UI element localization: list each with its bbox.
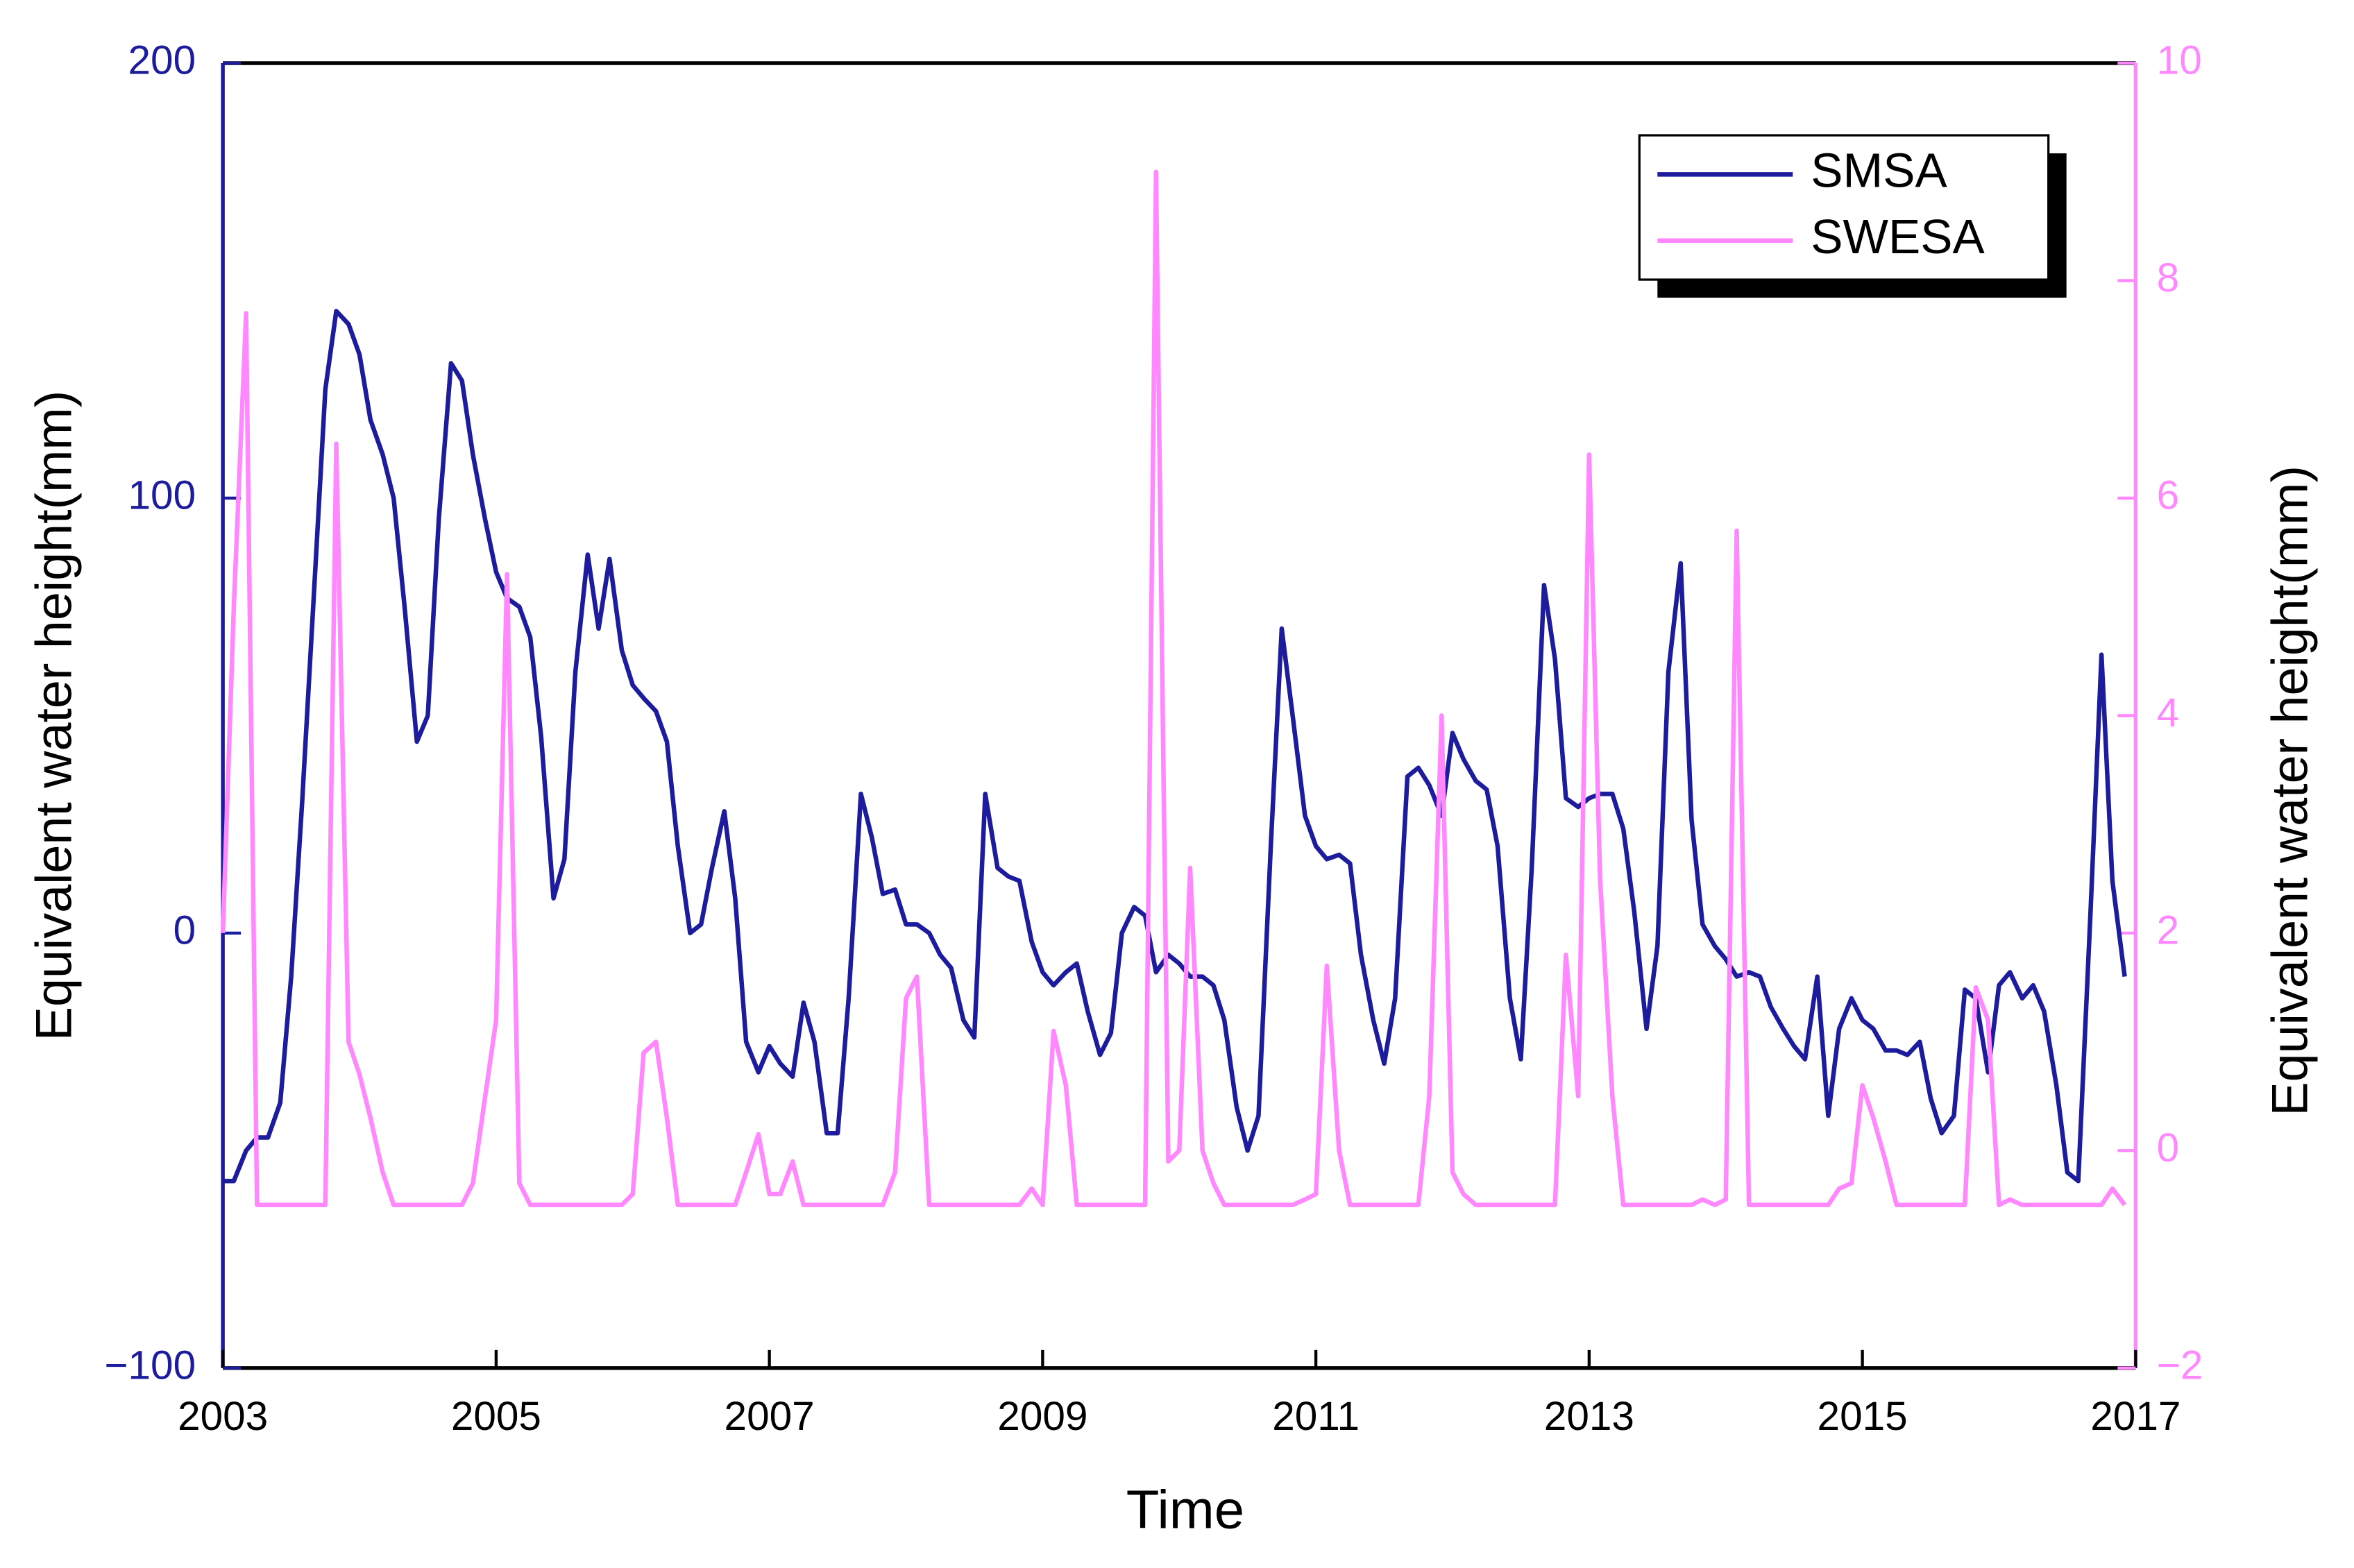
y2-tick-label: −2	[2157, 1343, 2203, 1388]
x-tick-label: 2015	[1818, 1394, 1908, 1439]
y-tick-label: 100	[128, 472, 196, 518]
x-tick-label: 2017	[2090, 1394, 2181, 1439]
x-tick-label: 2005	[451, 1394, 541, 1439]
y-tick-label: 0	[173, 907, 196, 953]
legend-label: SMSA	[1811, 144, 1947, 198]
y2-tick-label: 8	[2157, 255, 2180, 300]
x-tick-label: 2011	[1272, 1394, 1360, 1439]
x-tick-label: 2003	[178, 1394, 268, 1439]
x-tick-label: 2013	[1544, 1394, 1634, 1439]
y-tick-label: −100	[104, 1343, 196, 1388]
series-line	[223, 309, 2127, 1184]
x-tick-label: 2009	[997, 1394, 1087, 1439]
y2-tick-label: 10	[2157, 37, 2202, 83]
legend-label: SWESA	[1811, 210, 1985, 264]
y2-tick-label: 2	[2157, 907, 2180, 953]
x-axis-title: Time	[1126, 1479, 1244, 1540]
y-axis-title: Equivalent water height(mm)	[24, 391, 82, 1041]
y2-axis-title: Equivalent water height(mm)	[2260, 466, 2318, 1116]
series-line	[220, 169, 2127, 1207]
y-tick-label: 200	[128, 37, 196, 83]
y2-tick-label: 0	[2157, 1125, 2180, 1170]
x-tick-label: 2007	[725, 1394, 815, 1439]
legend-box	[1638, 134, 2050, 281]
y2-tick-label: 6	[2157, 472, 2180, 518]
y2-tick-label: 4	[2157, 690, 2180, 735]
